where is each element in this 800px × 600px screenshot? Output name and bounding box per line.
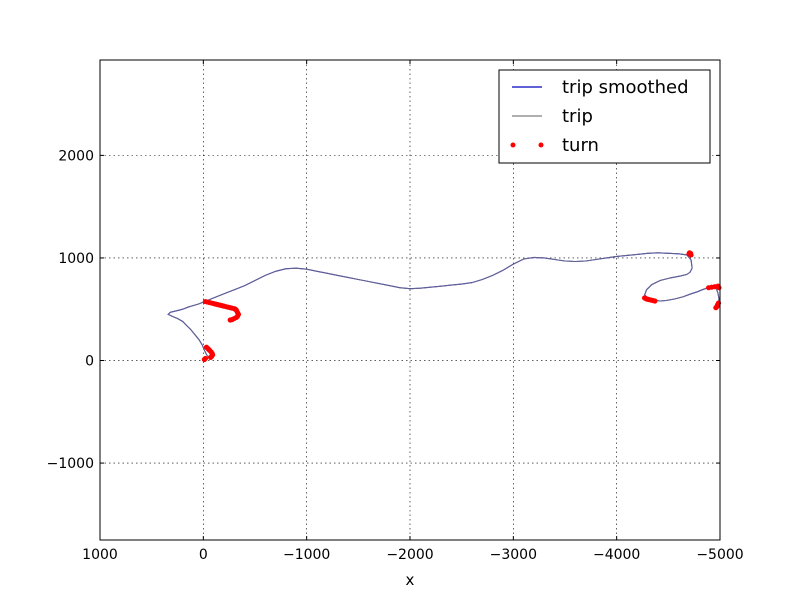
legend-swatch-turn-dot-1 [510,142,516,148]
series-layer [167,250,722,363]
x-tick-label: 0 [199,547,208,563]
legend-swatch-turn-dot-2 [538,142,544,148]
legend-label-trip: trip [562,106,593,127]
legend-label-turn: turn [562,135,599,156]
x-tick-label: −1000 [283,547,330,563]
turn-point [227,317,233,323]
turn-point [713,305,719,311]
x-tick-label: −5000 [696,547,743,563]
y-tick-label: 0 [85,354,94,370]
x-tick-label: −3000 [490,547,537,563]
x-tick-label: 1000 [82,547,118,563]
x-axis-label: x [406,571,415,589]
y-tick-label: −1000 [47,456,94,472]
turn-point [201,356,207,363]
legend: trip smoothed trip turn [498,69,711,164]
turn-point [652,298,658,304]
x-tick-label: −2000 [386,547,433,563]
legend-label-trip-smoothed: trip smoothed [562,77,689,98]
ticks: 1000 0 −1000 −2000 −3000 −4000 −5000 −1000 0 1000… [47,60,744,563]
series-trip-line [167,252,720,360]
y-tick-label: 2000 [58,148,94,164]
y-tick-label: 1000 [58,251,94,267]
series-trip-smoothed-line [167,252,720,360]
turn-point [203,344,210,350]
turn-point [686,250,693,256]
turn-point [716,285,722,291]
x-tick-label: −4000 [593,547,640,563]
